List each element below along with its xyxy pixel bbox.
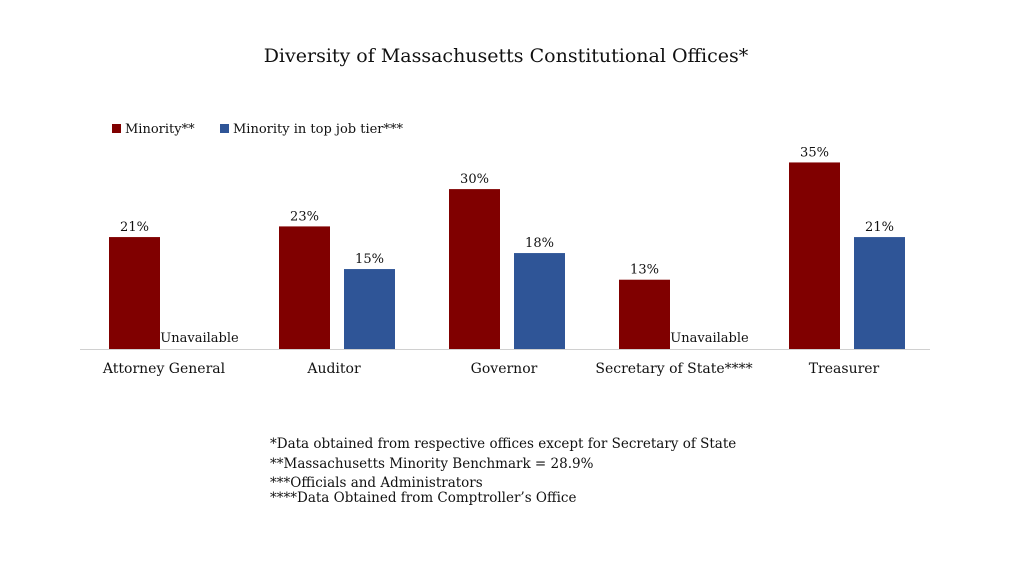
bar-minority-treasurer bbox=[789, 162, 840, 349]
legend-label-top-tier: Minority in top job tier*** bbox=[233, 122, 404, 137]
footnote-1: *Data obtained from respective offices e… bbox=[270, 436, 736, 452]
bar-minority-in-top-job-tier-auditor bbox=[344, 269, 395, 349]
bar-minority-auditor bbox=[279, 226, 330, 349]
footnote-2: **Massachusetts Minority Benchmark = 28.… bbox=[270, 456, 594, 472]
x-tick-label-attorney-general: Attorney General bbox=[102, 361, 226, 377]
data-label-minority-auditor: 23% bbox=[290, 209, 319, 224]
bar-minority-in-top-job-tier-treasurer bbox=[854, 237, 905, 349]
chart-title: Diversity of Massachusetts Constitutiona… bbox=[264, 45, 749, 67]
data-label-minority-in-top-job-tier-governor: 18% bbox=[525, 236, 554, 251]
bar-minority-governor bbox=[449, 189, 500, 349]
legend-swatch-minority bbox=[112, 124, 121, 133]
x-tick-label-treasurer: Treasurer bbox=[809, 361, 880, 377]
footnote-3: ***Officials and Administrators bbox=[270, 475, 483, 491]
data-label-minority-attorney-general: 21% bbox=[120, 220, 149, 235]
footnote-4: ****Data Obtained from Comptroller’s Off… bbox=[270, 490, 576, 506]
x-tick-label-secretary-of-state: Secretary of State**** bbox=[595, 361, 752, 377]
legend: Minority** Minority in top job tier*** bbox=[112, 122, 404, 137]
footnotes: *Data obtained from respective offices e… bbox=[270, 436, 736, 506]
legend-label-minority: Minority** bbox=[125, 122, 195, 137]
data-label-minority-secretary-of-state: 13% bbox=[630, 263, 659, 278]
bar-minority-secretary-of-state bbox=[619, 279, 670, 349]
plot-area: 21% Unavailable Attorney General 23% 15% Audi… bbox=[102, 145, 905, 377]
data-label-minority-treasurer: 35% bbox=[800, 145, 829, 160]
data-label-minority-governor: 30% bbox=[460, 172, 489, 187]
bar-minority-attorney-general bbox=[109, 237, 160, 349]
data-label-minority-in-top-job-tier-treasurer: 21% bbox=[865, 220, 894, 235]
unavailable-label-secretary-of-state: Unavailable bbox=[670, 331, 749, 346]
x-tick-label-auditor: Auditor bbox=[306, 361, 361, 377]
unavailable-label-attorney-general: Unavailable bbox=[160, 331, 239, 346]
data-label-minority-in-top-job-tier-auditor: 15% bbox=[355, 252, 384, 267]
legend-swatch-top-tier bbox=[220, 124, 229, 133]
x-tick-label-governor: Governor bbox=[471, 361, 538, 377]
bar-minority-in-top-job-tier-governor bbox=[514, 253, 565, 349]
